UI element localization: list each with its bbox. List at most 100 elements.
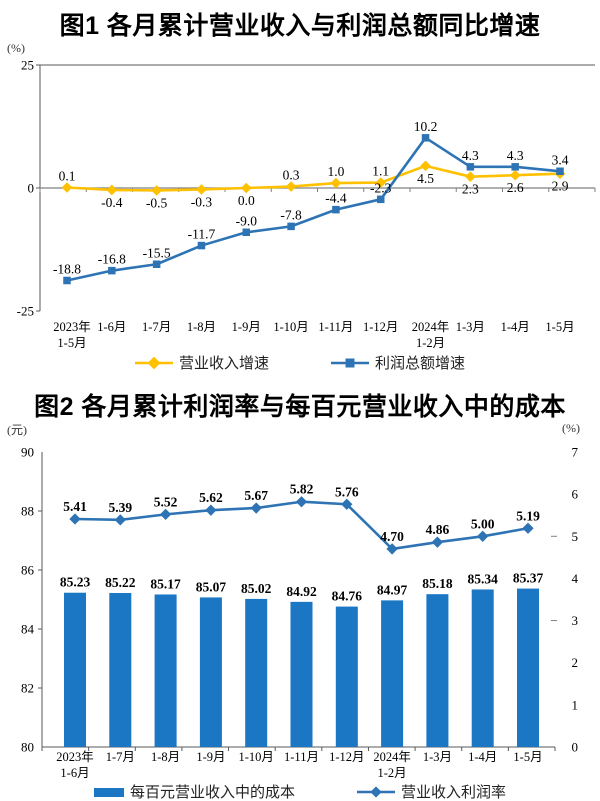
data-label: 2.6 [507, 180, 524, 195]
chart1-marker [196, 184, 207, 195]
blue-bar-swatch [93, 787, 124, 797]
blue-line-diamond-swatch [357, 785, 395, 798]
x-label: 1-3月 [423, 750, 452, 764]
line-data-label: 5.82 [290, 482, 314, 497]
chart1-marker [285, 181, 297, 192]
x-label: 1-2月 [378, 766, 407, 780]
chart2-marker [431, 536, 444, 548]
data-label: -0.4 [101, 195, 123, 210]
chart2-marker [69, 513, 81, 525]
chart1-marker [466, 163, 475, 171]
left-y-tick-label: 86 [21, 563, 35, 578]
bar [381, 600, 404, 747]
x-label: 1-10月 [238, 750, 273, 764]
x-label: 1-7月 [106, 750, 135, 764]
line-data-label: 5.39 [108, 500, 132, 515]
chart2-left-unit-label: (元) [7, 423, 27, 437]
x-label: 1-6月 [97, 320, 126, 334]
chart2-right-unit-label: (%) [562, 421, 580, 435]
data-label: -2.3 [370, 180, 392, 195]
chart1-marker [108, 266, 116, 275]
data-label: 1.0 [327, 164, 344, 179]
data-label: -0.3 [191, 194, 213, 209]
x-label: 1-12月 [329, 750, 364, 764]
right-y-tick-label: 7 [572, 445, 579, 460]
chart1-section: 图1 各月累计营业收入与利润总额同比增速 (%) 25 0 -25 2023年 1-5月… [0, 0, 600, 385]
data-label: 10.2 [414, 119, 438, 134]
right-y-tick-label: 1 [572, 697, 579, 712]
data-label: -16.8 [98, 252, 126, 267]
x-label: 1-4月 [501, 320, 530, 334]
data-label: 0.0 [238, 193, 255, 208]
legend-item-profit-growth: 利润总额增速 [331, 352, 465, 373]
chart1-y-unit-label: (%) [7, 41, 25, 55]
data-label: -7.8 [280, 207, 302, 222]
chart2-marker [114, 514, 126, 526]
left-y-tick-label: 82 [21, 681, 34, 696]
bar [64, 592, 86, 747]
chart1-marker [376, 195, 385, 204]
right-y-tick-label: 3 [572, 613, 579, 628]
line-data-label: 5.52 [154, 494, 178, 509]
bar [109, 593, 132, 747]
bar [335, 606, 358, 747]
chart1-marker [332, 205, 340, 214]
chart2-marker [522, 522, 534, 534]
yellow-line-diamond-swatch [134, 356, 173, 369]
chart1-marker [511, 163, 519, 171]
bar [426, 594, 449, 747]
x-label: 1-2月 [416, 336, 445, 350]
x-label: 2023年 [53, 320, 91, 334]
chart1-marker [106, 184, 118, 196]
line-data-label: 5.67 [244, 488, 268, 503]
bar-data-label: 85.34 [468, 571, 499, 586]
chart1-marker [63, 276, 71, 285]
bar [471, 589, 494, 747]
chart1-marker [287, 222, 295, 231]
x-label: 1-8月 [151, 750, 180, 764]
chart1-plot-area: 25 0 -25 2023年 1-5月 1-6月 1-7月 1-8月 1-9月 1-10月 1-11… [17, 58, 596, 350]
data-label: -15.5 [143, 245, 171, 260]
y-tick-label: 0 [28, 181, 35, 196]
data-label: 0.1 [59, 169, 76, 184]
legend-label: 营业收入增速 [178, 356, 269, 372]
chart2-line-series [74, 500, 529, 551]
chart1-marker [556, 167, 564, 176]
right-y-tick-label: 4 [572, 571, 579, 586]
x-label: 1-3月 [456, 320, 485, 334]
chart1-marker [509, 169, 521, 181]
line-data-label: 5.62 [199, 490, 223, 505]
chart2-marker [477, 530, 489, 542]
right-y-tick-label: 6 [572, 487, 579, 502]
bar-data-label: 84.92 [286, 584, 317, 599]
x-label: 2024年 [412, 320, 450, 334]
right-y-tick-label: 0 [572, 740, 579, 755]
chart1-marker [197, 241, 206, 250]
x-label: 1-5月 [513, 750, 542, 764]
legend-label: 利润总额增速 [375, 356, 466, 372]
line-data-label: 4.70 [380, 529, 404, 544]
line-data-label: 4.86 [426, 522, 450, 537]
line-data-label: 5.76 [335, 484, 359, 499]
bar [154, 594, 177, 747]
bar-data-label: 85.37 [513, 571, 544, 586]
bar-data-label: 85.07 [196, 579, 227, 594]
chart2-plot-area: 90 88 86 84 82 80 7 6 5 4 3 2 1 0 2023年 1-6月 1-7月 1-8月 1-9… [21, 445, 579, 781]
chart1-marker [375, 177, 387, 188]
chart2-section: 图2 各月累计利润率与每百元营业收入中的成本 (元) (%) 90 88 86 84 8… [0, 385, 600, 801]
data-label: 0.3 [283, 168, 300, 183]
right-y-tick-label: 5 [572, 529, 579, 544]
data-label: -0.5 [146, 195, 168, 210]
chart2-marker [250, 502, 262, 514]
bar-data-label: 85.23 [60, 575, 91, 590]
left-y-tick-label: 90 [21, 445, 34, 460]
chart1-marker [242, 228, 251, 237]
x-label: 2023年 [56, 750, 94, 764]
data-label: 4.3 [507, 148, 524, 163]
x-label: 2024年 [373, 750, 411, 764]
legend-label: 每百元营业收入中的成本 [129, 785, 295, 801]
blue-line-square-swatch [331, 358, 369, 367]
x-label: 1-12月 [363, 320, 398, 334]
x-label: 1-10月 [273, 320, 308, 334]
